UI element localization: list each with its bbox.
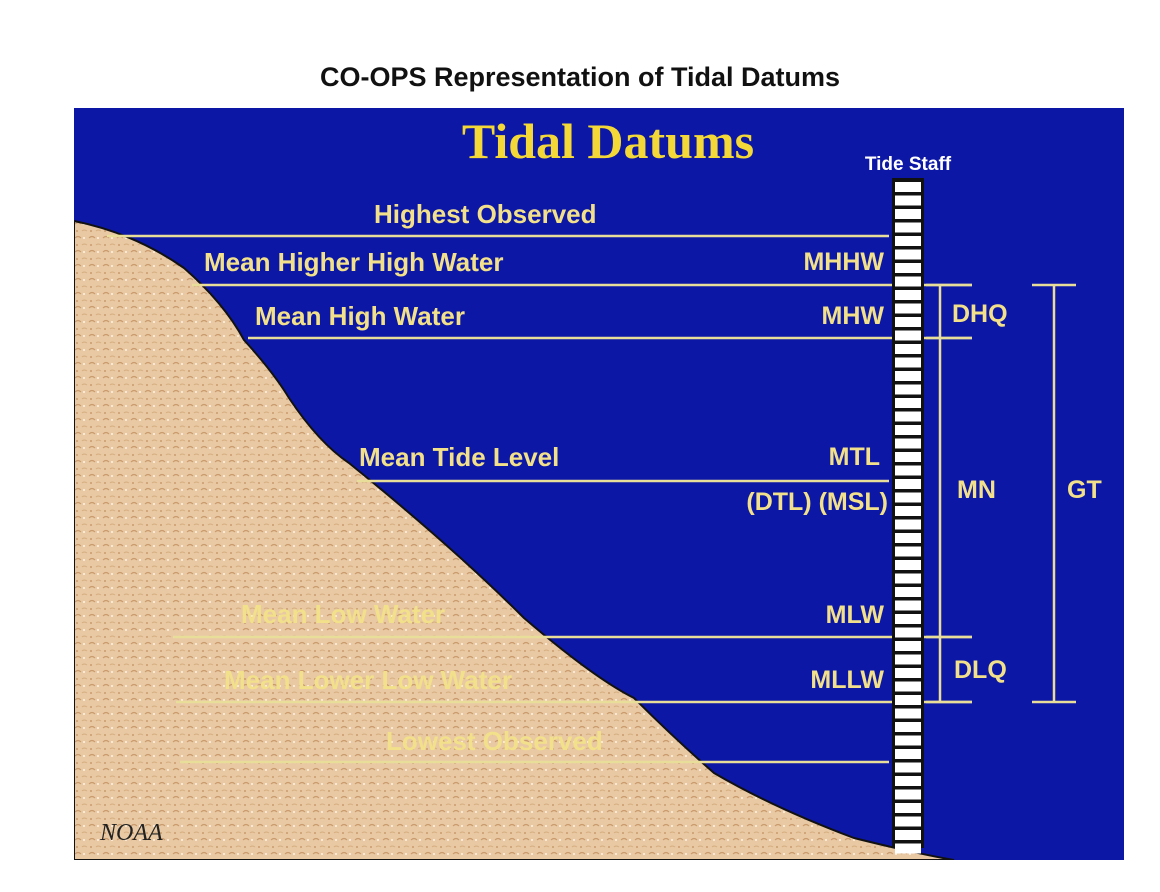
- staff-graduation: [895, 209, 921, 219]
- abbr-dtl-msl: (DTL) (MSL): [746, 488, 888, 516]
- staff-graduation: [895, 276, 921, 287]
- staff-graduation: [895, 830, 921, 840]
- range-label-dhq: DHQ: [952, 300, 1008, 328]
- tidal-datums-diagram: Tidal Datums Tide Staff Highest Observed…: [74, 108, 1124, 860]
- noaa-credit: NOAA: [99, 820, 163, 846]
- staff-graduation: [895, 249, 921, 260]
- range-brackets: [926, 283, 1076, 704]
- staff-graduation: [895, 627, 921, 638]
- staff-graduation: [895, 465, 921, 476]
- staff-graduation: [895, 222, 921, 233]
- staff-graduation: [895, 681, 921, 692]
- staff-graduation: [895, 519, 921, 530]
- label-mlw: Mean Low Water: [241, 599, 445, 629]
- staff-graduation: [895, 344, 921, 354]
- label-mhw: Mean High Water: [255, 301, 465, 331]
- staff-graduation: [895, 452, 921, 462]
- staff-graduation: [895, 776, 921, 786]
- staff-graduation: [895, 789, 921, 800]
- staff-graduation: [895, 533, 921, 543]
- abbr-mtl: MTL: [829, 443, 880, 471]
- staff-graduation: [895, 492, 921, 503]
- staff-graduation: [895, 587, 921, 597]
- abbr-mhw: MHW: [822, 302, 885, 330]
- staff-graduation: [895, 371, 921, 381]
- staff-graduation: [895, 735, 921, 746]
- staff-graduation: [895, 303, 921, 314]
- staff-graduation: [895, 749, 921, 759]
- label-mllw: Mean Lower Low Water: [224, 665, 512, 695]
- staff-graduation: [895, 600, 921, 611]
- staff-graduation: [895, 708, 921, 719]
- label-lowest-observed: Lowest Observed: [386, 726, 603, 756]
- staff-graduation: [895, 614, 921, 624]
- staff-graduation: [895, 438, 921, 449]
- label-mhhw: Mean Higher High Water: [204, 247, 504, 277]
- tide-staff: [892, 178, 924, 854]
- staff-graduation: [895, 668, 921, 678]
- staff-graduation: [895, 182, 921, 192]
- label-mtl: Mean Tide Level: [359, 442, 559, 472]
- staff-graduation: [895, 573, 921, 584]
- staff-graduation: [895, 816, 921, 827]
- staff-graduation: [895, 506, 921, 516]
- staff-graduation: [895, 803, 921, 813]
- range-label-gt: GT: [1067, 476, 1102, 504]
- staff-graduation: [895, 479, 921, 489]
- shore-slope: [74, 219, 955, 860]
- staff-graduation: [895, 263, 921, 273]
- staff-graduation: [895, 411, 921, 422]
- abbr-mlw: MLW: [826, 601, 885, 629]
- staff-graduation: [895, 722, 921, 732]
- datum-lines: [107, 234, 972, 764]
- abbr-mhhw: MHHW: [803, 248, 884, 276]
- range-label-mn: MN: [957, 476, 996, 504]
- staff-graduation: [895, 290, 921, 300]
- range-label-dlq: DLQ: [954, 656, 1007, 684]
- staff-graduation: [895, 398, 921, 408]
- staff-graduation: [895, 654, 921, 665]
- staff-graduation: [895, 762, 921, 773]
- staff-graduation: [895, 317, 921, 327]
- staff-graduation: [895, 641, 921, 651]
- staff-graduation: [895, 384, 921, 395]
- staff-graduation: [895, 695, 921, 705]
- staff-graduation: [895, 330, 921, 341]
- staff-graduation: [895, 843, 921, 854]
- staff-graduation: [895, 357, 921, 368]
- label-highest-observed: Highest Observed: [374, 199, 597, 229]
- staff-graduation: [895, 560, 921, 570]
- figure-caption: CO-OPS Representation of Tidal Datums: [319, 62, 841, 92]
- staff-graduation: [895, 195, 921, 206]
- abbr-mllw: MLLW: [810, 666, 884, 694]
- staff-graduation: [895, 236, 921, 246]
- diagram-title: Tidal Datums: [462, 113, 754, 169]
- tide-staff-label: Tide Staff: [865, 154, 952, 175]
- staff-graduation: [895, 425, 921, 435]
- staff-graduation: [895, 546, 921, 557]
